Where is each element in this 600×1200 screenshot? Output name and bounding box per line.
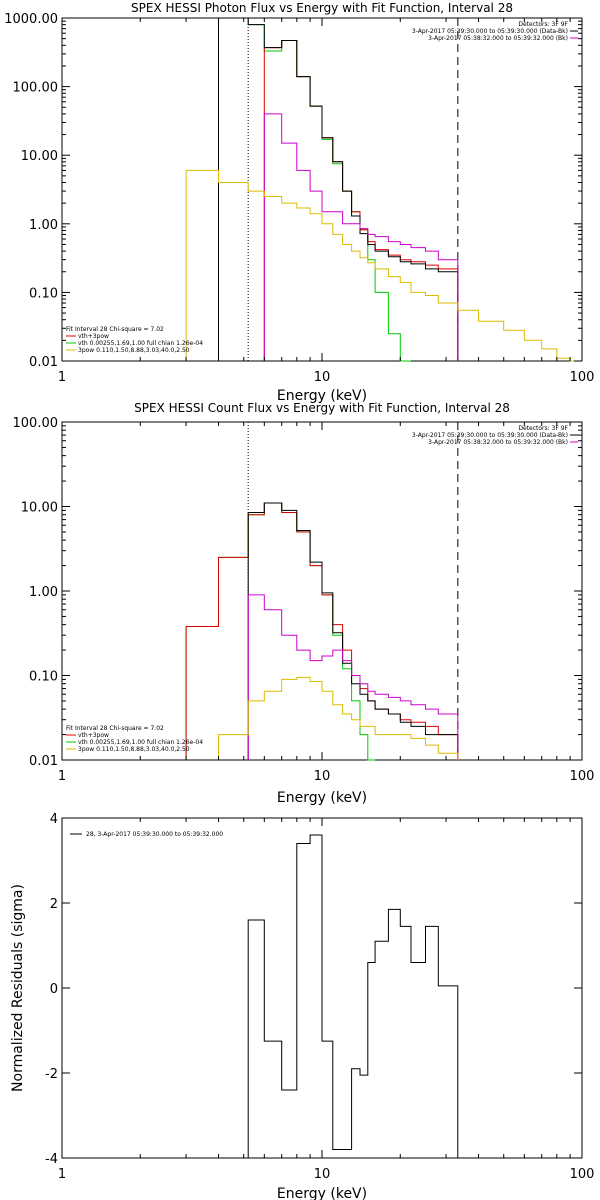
x-tick-label: 10 [314,1167,331,1182]
y-tick-label: 0 [50,982,58,997]
y-tick-label: 0.01 [29,754,58,769]
photon-flux-panel: SPEX HESSI Photon Flux vs Energy with Fi… [4,1,594,404]
y-tick-label: -2 [45,1067,58,1082]
y-tick-label: 10.00 [21,149,58,164]
legend-entry-text: 3-Apr-2017 05:39:30.000 to 05:39:30.000 … [412,432,568,439]
series-3-line [263,113,459,361]
y-tick-label: -4 [45,1152,58,1167]
x-tick-label: 10 [314,769,331,784]
y-tick-label: 4 [50,812,58,827]
legend-entry-text: 3pow 0.110,1.50,8.88,3.03,40.0,2.50 [78,746,190,753]
y-tick-label: 1.00 [29,218,58,233]
x-tick-label: 1 [58,370,66,385]
y-tick-label: 0.10 [29,286,58,301]
series-0-line [218,17,411,362]
panel-title: SPEX HESSI Count Flux vs Energy with Fit… [134,401,510,415]
y-tick-label: 10.00 [21,501,58,516]
series-0-line [185,502,376,761]
x-tick-label: 1 [58,769,66,784]
legend-entry-text: vth+3pow [78,333,109,340]
y-tick-label: 2 [50,897,58,912]
legend-entry-text: vth 0.00255,1.69,1.00 full chian 1.26e-0… [78,340,203,347]
x-tick-label: 100 [570,370,595,385]
legend-entry-text: vth 0.00255,1.69,1.00 full chian 1.26e-0… [78,739,203,746]
series-1-line [185,502,459,760]
legend-entry-text: Detectors: 3F 9F [518,21,568,28]
y-axis-label: Normalized Residuals (sigma) [10,884,26,1092]
x-axis-label: Energy (keV) [277,790,367,806]
legend-entry-text: 3-Apr-2017 05:38:32.000 to 05:39:32.000 … [428,35,568,42]
y-tick-label: 100.00 [13,81,59,96]
series-4-line [218,676,459,760]
legend-entry-text: vth+3pow [78,732,109,739]
legend-entry-text: 28, 3-Apr-2017 05:39:30.000 to 05:39:32.… [86,831,223,838]
y-tick-label: 1.00 [29,585,58,600]
residuals-panel: -4 -2 0 2 4 1 10 100 Energy (keV) Normalized R… [10,812,594,1200]
x-axis-label: Energy (keV) [277,388,367,404]
y-tick-label: 0.01 [29,355,58,370]
count-flux-panel: SPEX HESSI Count Flux vs Energy with Fit… [13,401,595,806]
panel-title: SPEX HESSI Photon Flux vs Energy with Fi… [131,1,513,15]
x-tick-label: 1 [58,1167,66,1182]
legend-entry-text: 3-Apr-2017 05:38:32.000 to 05:39:32.000 … [428,439,568,446]
legend-entry-text: Detectors: 3F 9F [518,425,568,432]
series-2-line [247,502,459,760]
y-tick-label: 100.00 [13,416,59,431]
series-2-line [218,17,459,361]
x-tick-label: 10 [314,370,331,385]
legend-entry-text: Fit Interval 28 Chi-square = 7.02 [66,326,164,333]
y-tick-label: 0.10 [29,670,58,685]
series-1-line [263,40,459,361]
x-axis-label: Energy (keV) [277,1186,367,1200]
y-tick-label: 1000.00 [4,12,58,27]
plot-frame [61,17,583,362]
series-4-line [185,169,582,362]
x-tick-label: 100 [570,769,595,784]
x-tick-label: 100 [570,1167,595,1182]
legend-entry-text: 3pow 0.110,1.50,8.88,3.03,40.0,2.50 [78,347,190,354]
series-0-line [247,834,459,1158]
legend-entry-text: 3-Apr-2017 05:39:30.000 to 05:39:30.000 … [412,28,568,35]
legend-entry-text: Fit Interval 28 Chi-square = 7.02 [66,725,164,732]
series-3-line [247,594,459,760]
